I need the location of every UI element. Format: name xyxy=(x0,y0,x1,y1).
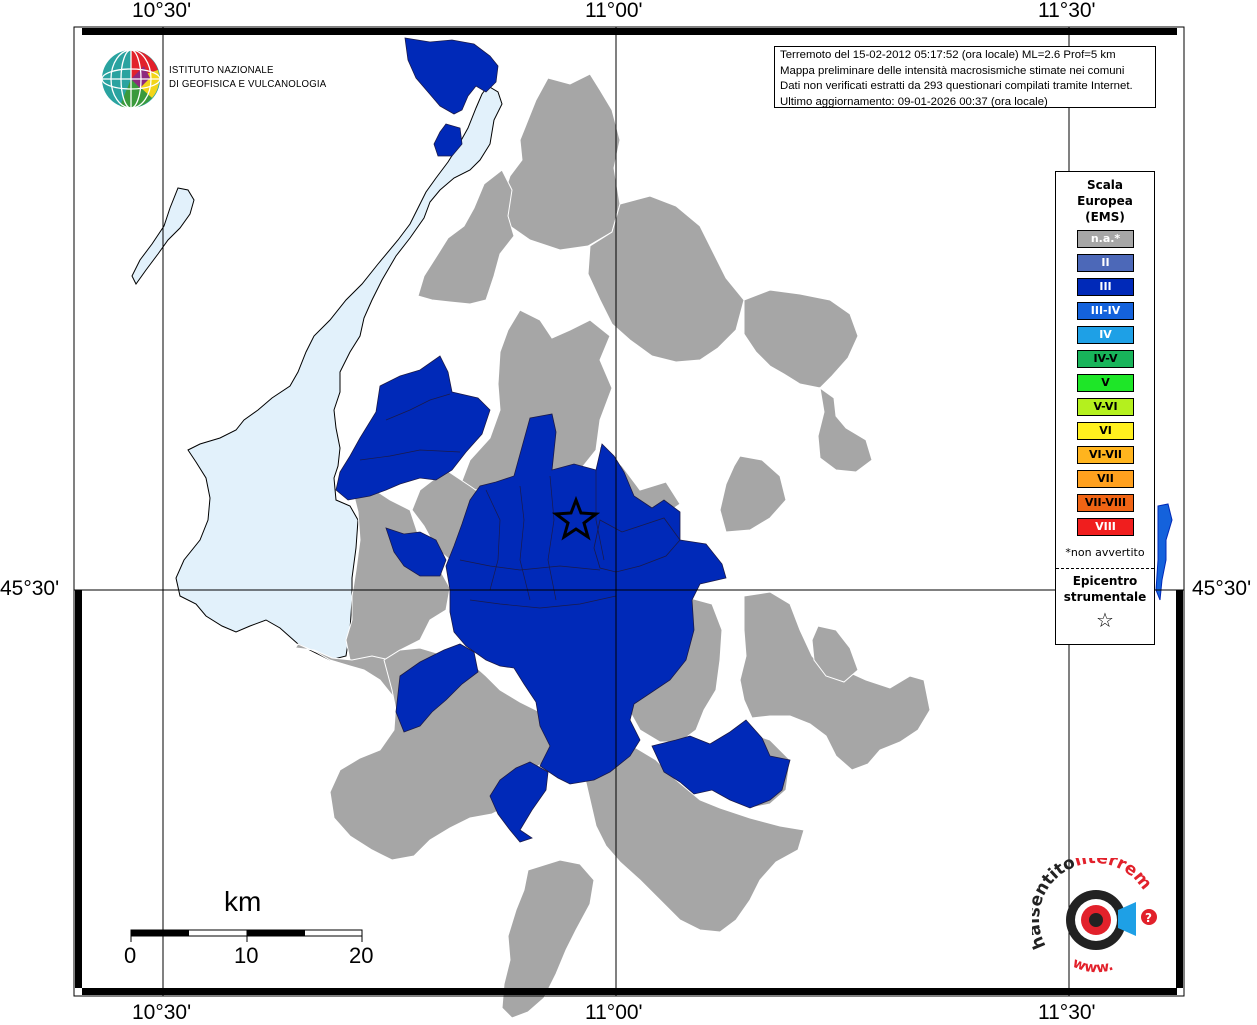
legend-item: IV-V xyxy=(1077,350,1134,368)
haisentito-logo: ? haisentitoilterremoto.it www. xyxy=(1032,858,1157,977)
legend-title-1: Scala xyxy=(1086,178,1124,192)
municipalities-intensity-III xyxy=(335,37,791,843)
legend-item: III xyxy=(1077,278,1134,296)
lon-label-bottom-3: 11°30' xyxy=(1038,1001,1096,1024)
legend-item: n.a.* xyxy=(1077,230,1134,248)
lake-garda xyxy=(175,85,503,661)
lon-label-top-2: 11°00' xyxy=(585,0,643,22)
lon-label-top-3: 11°30' xyxy=(1038,0,1096,22)
institute-line1: ISTITUTO NAZIONALE xyxy=(169,64,274,76)
legend-item: VI-VII xyxy=(1077,446,1134,464)
legend-item: III-IV xyxy=(1077,302,1134,320)
lon-label-top-1: 10°30' xyxy=(132,0,192,22)
legend-item: VII-VIII xyxy=(1077,494,1134,512)
info-line2: Mappa preliminare delle intensità macros… xyxy=(780,64,1125,77)
epicenter-star-icon xyxy=(551,495,601,541)
legend-title-2: Europea xyxy=(1077,194,1133,208)
legend-epicenter-2: strumentale xyxy=(1063,590,1147,604)
municipality-right-edge xyxy=(1155,503,1173,601)
legend-title-3: (EMS) xyxy=(1085,210,1125,224)
legend-item: VIII xyxy=(1077,518,1134,536)
ingv-institute-name: ISTITUTO NAZIONALE DI GEOFISICA E VULCAN… xyxy=(169,63,326,91)
legend-item: V-VI xyxy=(1077,398,1134,416)
blue-area-boundaries xyxy=(359,393,617,609)
info-line3: Dati non verificati estratti da 293 ques… xyxy=(780,80,1133,93)
watermark-line3: www. xyxy=(1070,955,1115,976)
scale-unit: km xyxy=(224,886,262,917)
svg-text:?: ? xyxy=(1145,911,1152,925)
legend-item: V xyxy=(1077,374,1134,392)
legend-separator xyxy=(1056,568,1154,569)
info-line1: Terremoto del 15-02-2012 05:17:52 (ora l… xyxy=(780,49,1116,61)
lon-label-bottom-2: 11°00' xyxy=(585,1001,643,1024)
institute-line2: DI GEOFISICA E VULCANOLOGIA xyxy=(169,78,327,90)
legend-epicenter-1: Epicentro xyxy=(1072,574,1138,588)
ingv-globe-logo xyxy=(101,49,161,109)
lat-label-left: 45°30' xyxy=(0,577,60,600)
legend-item: VII xyxy=(1077,470,1134,488)
scale-bar xyxy=(130,929,363,942)
info-line4: Ultimo aggiornamento: 09-01-2026 00:37 (… xyxy=(780,95,1048,108)
scale-tick-0: 0 xyxy=(124,943,137,968)
legend-note: *non avvertito xyxy=(1065,546,1145,559)
legend-item: VI xyxy=(1077,422,1134,440)
scale-tick-10: 10 xyxy=(234,943,259,968)
map-frame-border xyxy=(73,26,1185,997)
lon-label-bottom-1: 10°30' xyxy=(132,1001,192,1024)
ems-legend: Scala Europea (EMS) n.a.* II III III-IV IV IV… xyxy=(1055,171,1155,645)
scale-tick-20: 20 xyxy=(349,943,374,968)
legend-item: IV xyxy=(1077,326,1134,344)
legend-item: II xyxy=(1077,254,1134,272)
lat-label-right: 45°30' xyxy=(1192,577,1252,600)
legend-epicenter-star-icon: ☆ xyxy=(1096,608,1114,632)
event-info-box: Terremoto del 15-02-2012 05:17:52 (ora l… xyxy=(774,46,1156,108)
svg-text:www.: www. xyxy=(1070,955,1115,976)
